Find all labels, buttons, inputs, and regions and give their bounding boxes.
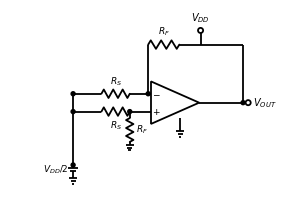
Text: $-$: $-$ [152, 89, 160, 98]
Circle shape [241, 101, 245, 105]
Circle shape [71, 163, 75, 167]
Text: $R_F$: $R_F$ [136, 124, 148, 136]
Text: $+$: $+$ [152, 107, 160, 117]
Text: $V_{OUT}$: $V_{OUT}$ [253, 96, 277, 110]
Circle shape [146, 92, 150, 96]
Text: $V_{DD}$: $V_{DD}$ [191, 11, 210, 25]
Text: $R_S$: $R_S$ [109, 119, 122, 132]
Text: $R_F$: $R_F$ [158, 26, 170, 38]
Circle shape [128, 110, 132, 114]
Circle shape [71, 92, 75, 96]
Text: $R_S$: $R_S$ [109, 76, 122, 88]
Circle shape [71, 110, 75, 114]
Text: $V_{DD}/2$: $V_{DD}/2$ [43, 164, 69, 176]
